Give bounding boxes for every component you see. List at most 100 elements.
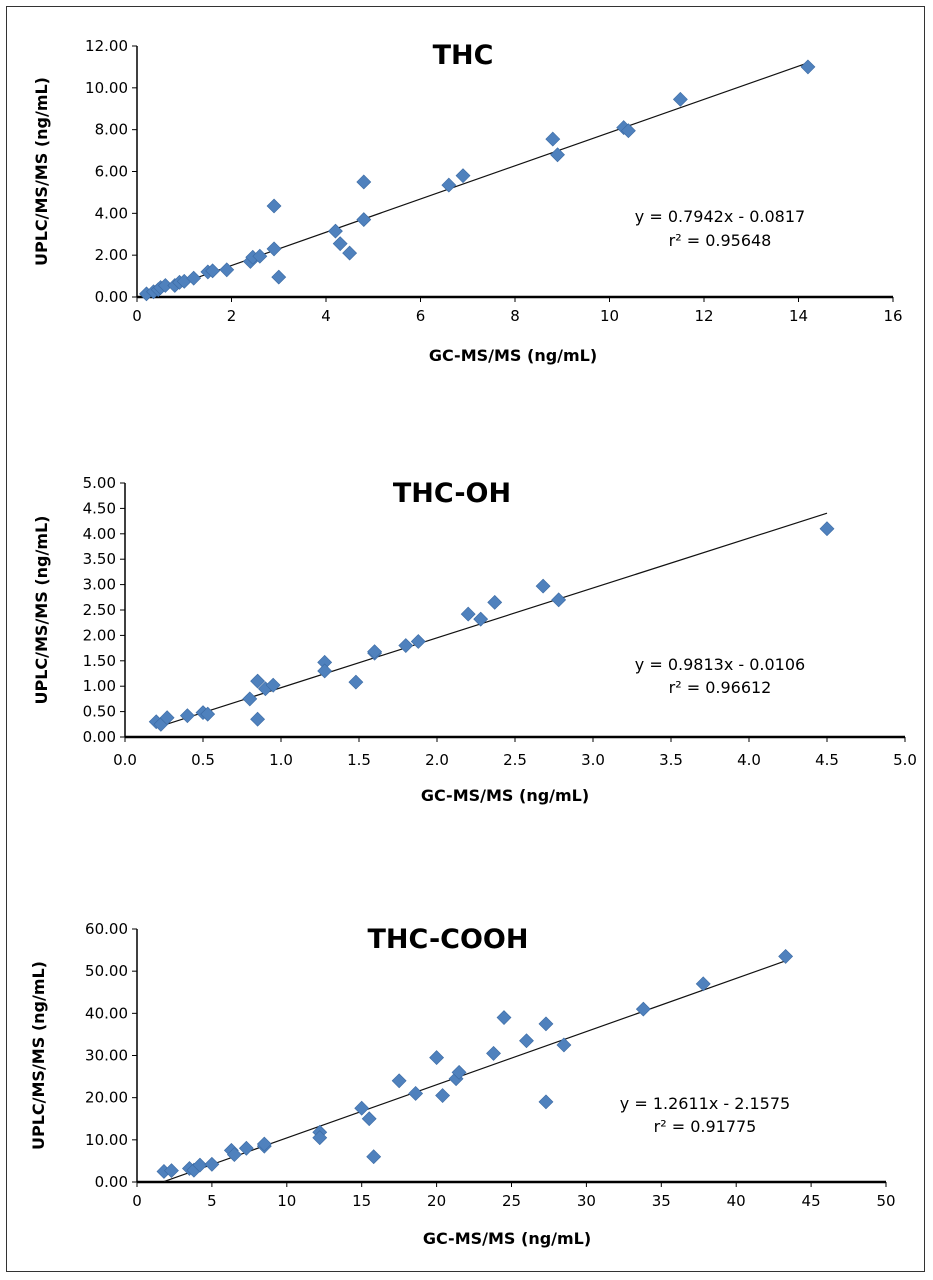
thc-cooh-x-tick-label: 25	[502, 1192, 521, 1210]
thc-data-point	[266, 241, 282, 257]
thc-cooh-x-axis-title: GC-MS/MS (ng/mL)	[423, 1229, 591, 1248]
thc-cooh-x-tick-label: 40	[727, 1192, 746, 1210]
thc-cooh-x-tick-label: 50	[876, 1192, 895, 1210]
thc-x-tick-label: 4	[321, 307, 331, 325]
thc-oh-x-tick-label: 2.5	[503, 751, 527, 769]
thc-cooh-data-point	[486, 1045, 501, 1061]
thc-y-tick-label: 12.00	[85, 37, 128, 55]
thc-oh-data-point	[473, 611, 489, 627]
thc-oh-data-point	[535, 578, 551, 594]
thc-oh-data-point	[551, 592, 567, 608]
thc-cooh-data-point	[366, 1149, 382, 1165]
thc-oh-y-tick-label: 0.00	[83, 728, 116, 746]
thc-data-point	[356, 174, 372, 190]
thc-oh-data-point	[250, 673, 266, 689]
thc-x-tick-label: 10	[600, 307, 619, 325]
thc-x-tick-label: 16	[883, 307, 902, 325]
thc-oh-data-point	[200, 706, 216, 722]
thc-oh-x-tick-label: 4.0	[737, 751, 761, 769]
thc-oh-y-axis-title: UPLC/MS/MS (ng/mL)	[32, 516, 51, 705]
thc-oh-x-axis-title: GC-MS/MS (ng/mL)	[421, 786, 589, 805]
thc-cooh-data-point	[635, 1001, 651, 1017]
thc-oh-y-tick-label: 4.00	[83, 525, 116, 543]
thc-chart-title: THC	[433, 40, 494, 71]
thc-x-axis-title: GC-MS/MS (ng/mL)	[429, 346, 597, 365]
thc-cooh-data-point	[354, 1100, 370, 1116]
thc-oh-data-point	[487, 594, 503, 610]
thc-data-point	[186, 270, 202, 286]
thc-cooh-x-tick-label: 0	[132, 1192, 142, 1210]
thc-oh-x-tick-label: 1.5	[347, 751, 371, 769]
thc-cooh-data-point	[496, 1010, 512, 1025]
thc-oh-data-point	[410, 634, 426, 649]
thc-cooh-data-point	[164, 1163, 179, 1179]
thc-oh-data-point	[819, 521, 835, 537]
thc-y-tick-label: 8.00	[95, 121, 128, 139]
thc-oh-y-tick-label: 1.00	[83, 677, 116, 695]
thc-cooh-data-point	[192, 1157, 208, 1173]
thc-cooh-data-point	[538, 1016, 554, 1032]
thc-cooh-data-point	[695, 976, 711, 992]
thc-y-axis-title: UPLC/MS/MS (ng/mL)	[32, 77, 51, 266]
thc-cooh-x-tick-label: 35	[652, 1192, 671, 1210]
thc-cooh-y-tick-label: 0.00	[95, 1173, 128, 1191]
thc-oh-data-point	[179, 708, 195, 724]
thc-cooh-data-point	[256, 1136, 272, 1152]
thc-y-tick-label: 0.00	[95, 288, 128, 306]
thc-cooh-trend-equation: y = 1.2611x - 2.1575	[620, 1094, 790, 1113]
thc-cooh-y-tick-label: 50.00	[85, 962, 128, 980]
thc-oh-y-tick-label: 5.00	[83, 474, 116, 492]
thc-y-tick-label: 6.00	[95, 163, 128, 181]
thc-oh-x-tick-label: 0.5	[191, 751, 215, 769]
thc-cooh-y-tick-label: 60.00	[85, 920, 128, 938]
thc-oh-data-point	[367, 644, 383, 660]
thc-cooh-data-point	[556, 1037, 572, 1053]
thc-oh-chart-title: THC-OH	[393, 478, 511, 509]
thc-cooh-data-point	[538, 1094, 554, 1110]
thc-oh-x-tick-label: 3.5	[659, 751, 683, 769]
thc-oh-data-point	[265, 677, 281, 693]
thc-data-point	[332, 236, 348, 252]
thc-trend-equation: y = 0.7942x - 0.0817	[635, 207, 805, 226]
thc-cooh-data-point	[204, 1156, 220, 1172]
thc-oh-x-tick-label: 3.0	[581, 751, 605, 769]
thc-cooh-data-point	[361, 1111, 377, 1127]
thc-cooh-x-tick-label: 20	[427, 1192, 446, 1210]
thc-cooh-data-point	[238, 1140, 254, 1156]
thc-cooh-x-tick-label: 5	[207, 1192, 217, 1210]
thc-cooh-data-point	[408, 1086, 424, 1101]
thc-r-squared: r² = 0.95648	[669, 231, 772, 250]
thc-oh-x-tick-label: 5.0	[893, 751, 917, 769]
thc-trendline	[141, 62, 809, 298]
thc-data-point	[219, 262, 235, 278]
thc-cooh-y-tick-label: 20.00	[85, 1089, 128, 1107]
thc-cooh-r-squared: r² = 0.91775	[654, 1117, 757, 1136]
thc-data-point	[356, 212, 372, 228]
figure-border	[6, 6, 925, 1272]
thc-oh-data-point	[159, 710, 175, 726]
thc-x-tick-label: 12	[694, 307, 713, 325]
thc-cooh-data-point	[391, 1073, 407, 1089]
thc-cooh-data-point	[519, 1033, 534, 1049]
thc-oh-x-tick-label: 1.0	[269, 751, 293, 769]
thc-data-point	[550, 147, 565, 163]
thc-cooh-data-point	[226, 1147, 242, 1163]
thc-oh-y-tick-label: 2.50	[83, 601, 116, 619]
thc-y-tick-label: 10.00	[85, 79, 128, 97]
thc-x-tick-label: 6	[416, 307, 426, 325]
thc-cooh-data-point	[451, 1064, 467, 1080]
thc-oh-y-tick-label: 3.00	[83, 576, 116, 594]
thc-cooh-data-point	[429, 1050, 445, 1066]
thc-cooh-data-point	[778, 948, 794, 964]
thc-data-point	[800, 59, 816, 75]
thc-data-point	[342, 245, 358, 261]
thc-cooh-trendline	[163, 960, 786, 1183]
thc-x-tick-label: 2	[227, 307, 237, 325]
thc-data-point	[545, 131, 561, 147]
thc-cooh-y-tick-label: 40.00	[85, 1004, 128, 1022]
thc-data-point	[205, 263, 221, 279]
thc-data-point	[455, 168, 471, 184]
thc-oh-y-tick-label: 1.50	[83, 652, 116, 670]
thc-oh-trend-equation: y = 0.9813x - 0.0106	[635, 655, 805, 674]
thc-oh-data-point	[250, 711, 266, 727]
